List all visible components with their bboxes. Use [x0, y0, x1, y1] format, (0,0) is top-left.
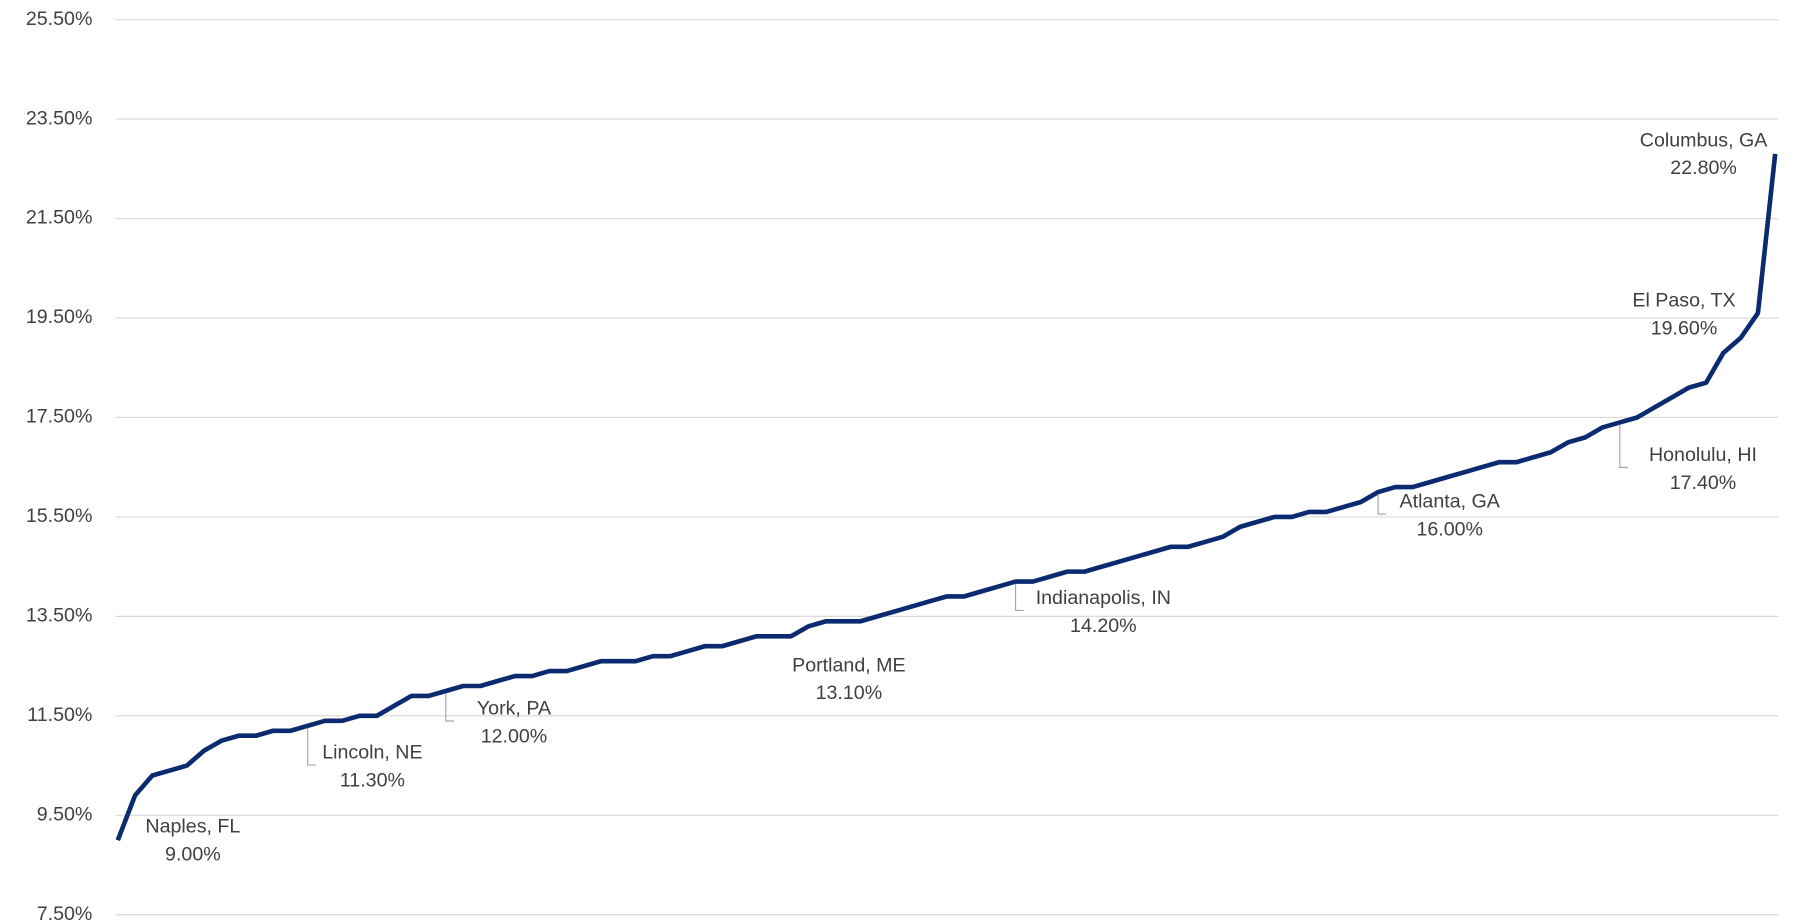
y-tick-label: 11.50% — [27, 704, 92, 726]
annotation-value: 9.00% — [165, 843, 221, 865]
annotation-name: Portland, ME — [792, 654, 905, 676]
annotation-value: 13.10% — [816, 682, 883, 704]
annotation-value: 14.20% — [1070, 615, 1137, 637]
y-tick-label: 23.50% — [26, 107, 93, 129]
annotation-value: 17.40% — [1670, 472, 1737, 494]
y-tick-label: 15.50% — [26, 505, 93, 527]
data-line — [115, 153, 1778, 841]
y-tick-label: 7.50% — [37, 903, 93, 924]
y-tick-label: 19.50% — [26, 306, 93, 328]
y-tick-label: 25.50% — [26, 8, 93, 30]
annotation-name: York, PA — [477, 698, 552, 720]
annotation-name: Columbus, GA — [1640, 129, 1769, 151]
y-tick-label: 13.50% — [26, 605, 93, 627]
leader-line — [1377, 494, 1387, 515]
y-tick-label: 21.50% — [26, 207, 93, 229]
annotation-value: 19.60% — [1651, 317, 1718, 339]
leader-line — [307, 728, 316, 766]
annotation-name: El Paso, TX — [1632, 290, 1735, 312]
annotation-name: Atlanta, GA — [1400, 491, 1501, 513]
annotation-name: Lincoln, NE — [322, 742, 422, 764]
y-tick-label: 17.50% — [26, 406, 93, 428]
annotation-value: 16.00% — [1416, 518, 1483, 540]
annotation-value: 12.00% — [481, 725, 548, 747]
leader-line — [1619, 424, 1628, 469]
annotation-name: Honolulu, HI — [1649, 444, 1757, 466]
leader-line — [445, 693, 454, 722]
annotation-value: 11.30% — [340, 769, 405, 791]
leader-line — [1014, 583, 1024, 612]
annotation-value: 22.80% — [1670, 157, 1737, 179]
annotation-name: Naples, FL — [145, 816, 240, 838]
y-tick-label: 9.50% — [37, 803, 93, 825]
annotation-name: Indianapolis, IN — [1036, 587, 1171, 609]
